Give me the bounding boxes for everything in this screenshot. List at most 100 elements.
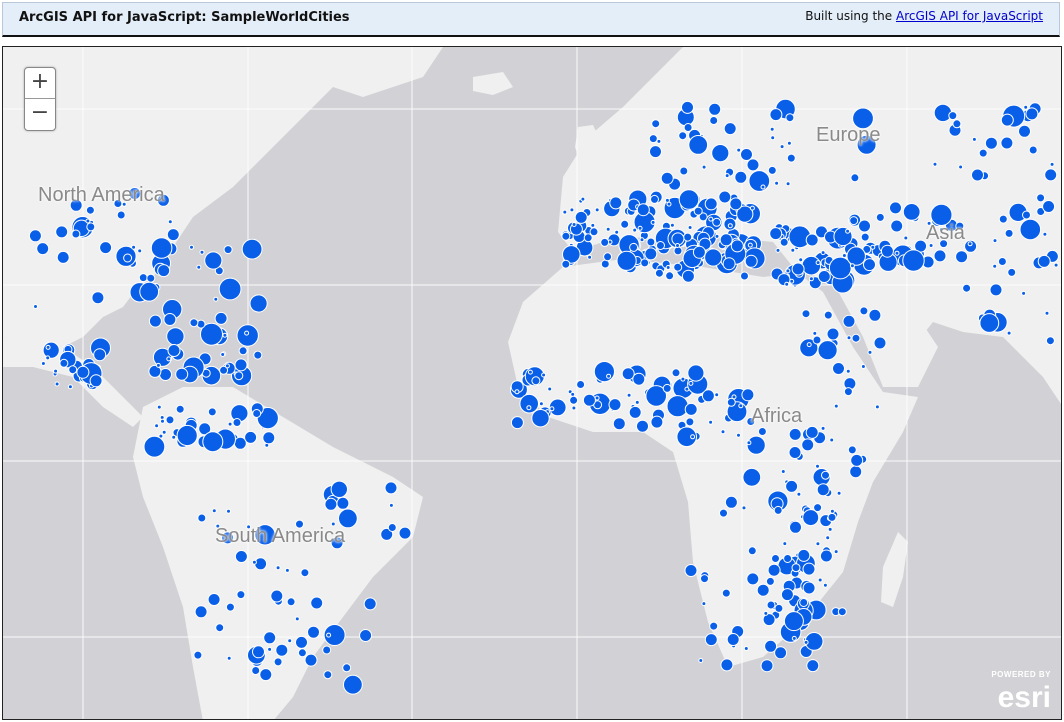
city-point[interactable] [634, 399, 640, 405]
city-point[interactable] [846, 335, 852, 341]
city-point[interactable] [813, 503, 823, 513]
city-point[interactable] [756, 583, 770, 597]
city-point[interactable] [701, 601, 707, 607]
city-point[interactable] [746, 440, 752, 446]
city-point[interactable] [1023, 104, 1029, 110]
city-point[interactable] [632, 227, 638, 233]
city-point[interactable] [774, 603, 784, 613]
city-point[interactable] [845, 228, 851, 234]
city-point[interactable] [297, 648, 307, 658]
city-point[interactable] [1044, 310, 1050, 316]
city-point[interactable] [656, 241, 665, 250]
city-point[interactable] [829, 437, 835, 443]
city-point[interactable] [541, 372, 547, 378]
city-point[interactable] [287, 638, 293, 644]
city-point[interactable] [167, 344, 181, 357]
city-point[interactable] [688, 135, 709, 155]
city-point[interactable] [249, 294, 268, 313]
city-point[interactable] [660, 171, 674, 185]
city-point[interactable] [817, 340, 838, 361]
city-point[interactable] [704, 633, 718, 647]
city-point[interactable] [847, 445, 857, 455]
city-point[interactable] [850, 173, 860, 183]
city-point[interactable] [148, 364, 162, 378]
city-point[interactable] [45, 355, 51, 361]
city-point[interactable] [712, 217, 722, 227]
city-point[interactable] [856, 134, 877, 155]
city-point[interactable] [223, 245, 233, 255]
city-point[interactable] [747, 546, 757, 556]
city-point[interactable] [775, 247, 781, 253]
city-point[interactable] [687, 364, 705, 382]
city-point[interactable] [196, 319, 206, 329]
city-point[interactable] [241, 238, 263, 260]
city-point[interactable] [547, 386, 553, 392]
city-point[interactable] [724, 173, 730, 179]
city-point[interactable] [156, 404, 162, 410]
city-point[interactable] [244, 330, 250, 336]
city-point[interactable] [748, 170, 771, 192]
city-point[interactable] [902, 249, 925, 272]
city-point[interactable] [738, 403, 744, 409]
city-point[interactable] [664, 197, 670, 203]
city-point[interactable] [874, 404, 880, 410]
city-point[interactable] [791, 262, 805, 276]
city-point[interactable] [880, 244, 894, 258]
map-view[interactable]: + − North America Europe Asia Africa Sou… [2, 46, 1062, 720]
city-point[interactable] [684, 402, 698, 416]
city-point[interactable] [1004, 228, 1014, 238]
city-point[interactable] [812, 335, 822, 345]
city-point[interactable] [765, 576, 775, 586]
city-point[interactable] [330, 480, 348, 498]
city-point[interactable] [359, 629, 373, 642]
city-point[interactable] [1037, 254, 1051, 268]
city-point[interactable] [788, 427, 802, 441]
city-point[interactable] [760, 184, 766, 190]
city-point[interactable] [549, 406, 555, 412]
city-point[interactable] [71, 229, 81, 239]
city-point[interactable] [654, 268, 664, 278]
city-point[interactable] [295, 519, 304, 529]
city-point[interactable] [684, 564, 698, 577]
city-point[interactable] [1049, 161, 1055, 167]
city-point[interactable] [967, 241, 973, 247]
zoom-in-button[interactable]: + [30, 69, 50, 94]
city-point[interactable] [166, 228, 180, 242]
city-point[interactable] [363, 597, 377, 611]
city-point[interactable] [200, 322, 223, 346]
city-point[interactable] [621, 367, 635, 381]
city-point[interactable] [56, 250, 70, 264]
city-point[interactable] [817, 577, 823, 583]
city-point[interactable] [678, 131, 688, 141]
city-point[interactable] [189, 244, 194, 250]
city-point[interactable] [962, 283, 972, 293]
city-point[interactable] [213, 296, 219, 302]
city-point[interactable] [926, 220, 932, 226]
city-point[interactable] [342, 663, 352, 673]
city-point[interactable] [93, 348, 107, 362]
city-point[interactable] [650, 194, 659, 204]
city-point[interactable] [576, 380, 586, 389]
city-point[interactable] [244, 430, 258, 444]
city-point[interactable] [815, 260, 821, 266]
city-point[interactable] [157, 264, 171, 278]
city-point[interactable] [971, 168, 984, 182]
city-point[interactable] [284, 567, 290, 573]
city-point[interactable] [640, 258, 650, 268]
city-point[interactable] [769, 108, 783, 122]
city-point[interactable] [1019, 218, 1042, 241]
city-point[interactable] [197, 513, 207, 523]
city-point[interactable] [771, 554, 780, 563]
city-point[interactable] [806, 659, 820, 673]
city-point[interactable] [226, 655, 232, 661]
city-point[interactable] [286, 597, 296, 607]
city-point[interactable] [740, 271, 749, 281]
city-point[interactable] [645, 385, 668, 407]
zoom-out-button[interactable]: − [25, 98, 55, 129]
city-point[interactable] [219, 365, 229, 375]
city-point[interactable] [620, 219, 630, 229]
city-point[interactable] [802, 562, 816, 576]
city-point[interactable] [930, 203, 953, 226]
city-point[interactable] [1044, 168, 1058, 182]
city-point[interactable] [398, 526, 412, 540]
